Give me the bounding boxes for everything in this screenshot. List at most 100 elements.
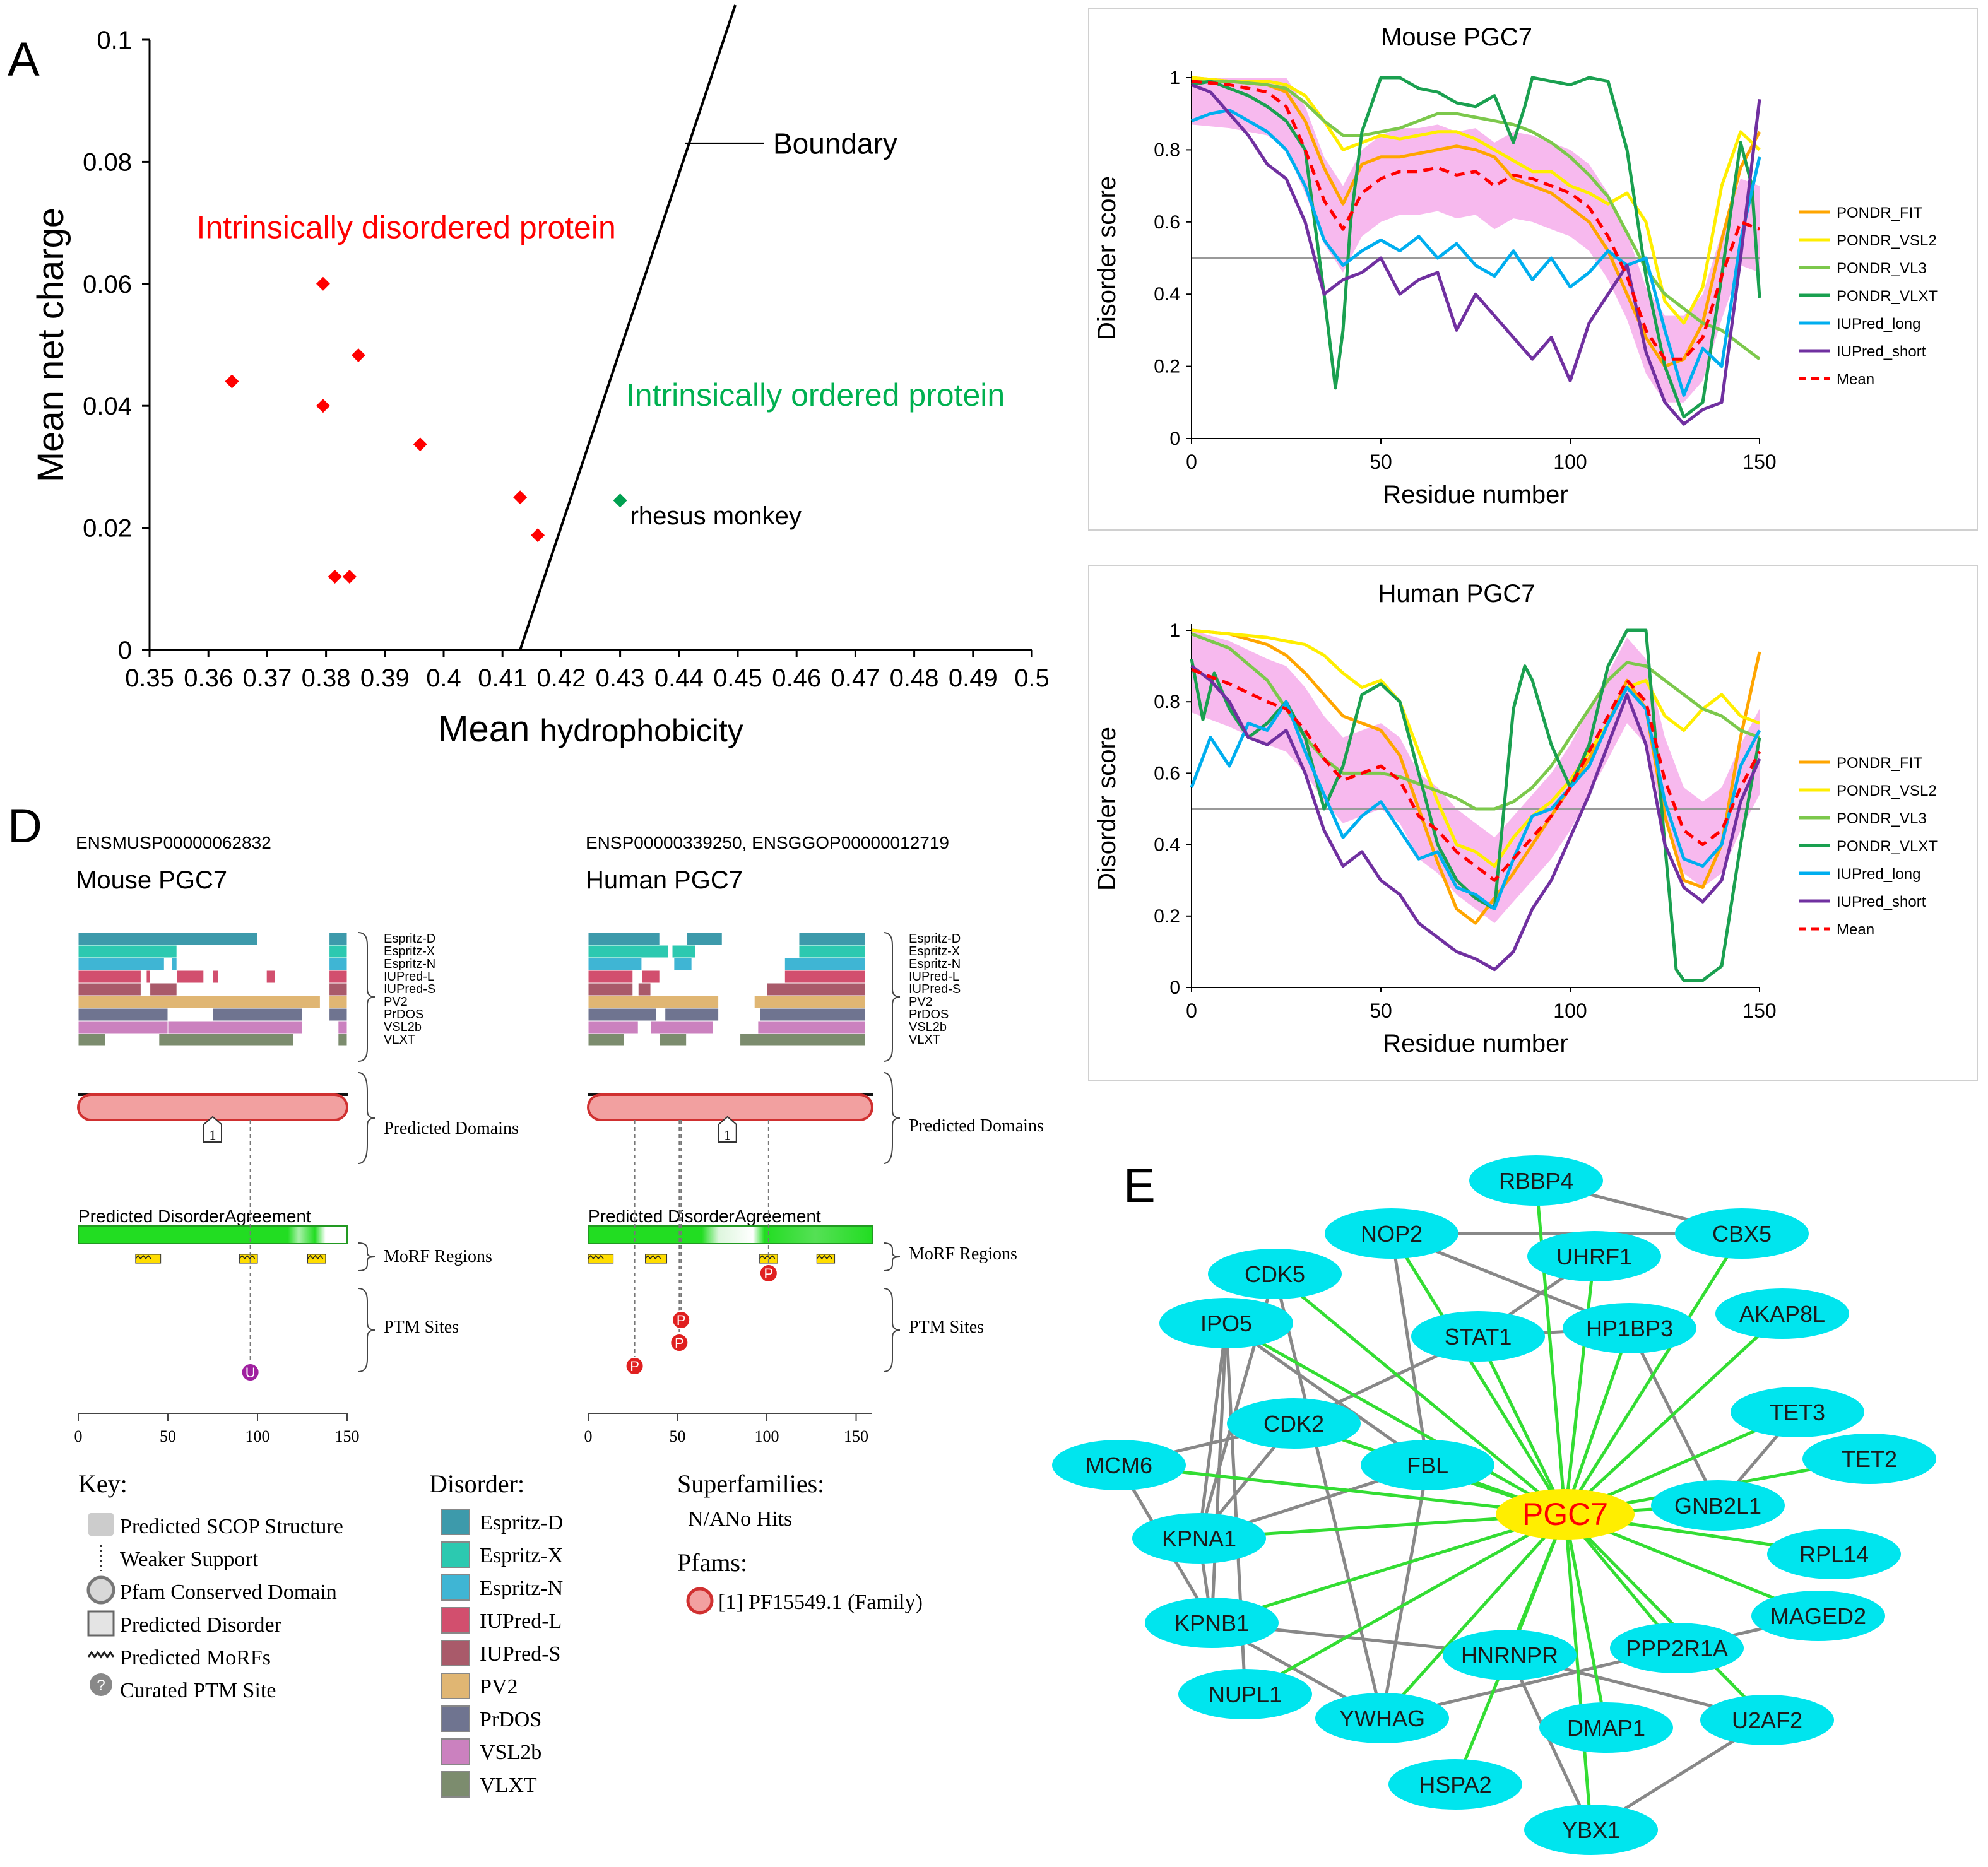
track-label: VLXT (909, 1033, 940, 1047)
disorder-track-bar (266, 970, 276, 984)
disorder-track-bar (171, 957, 177, 971)
ptm-label: P (764, 1266, 774, 1281)
pfams-value: [1] PF15549.1 (Family) (718, 1591, 923, 1614)
disorder-legend-label: PrDOS (480, 1708, 541, 1731)
network-edge-green (1563, 1328, 1631, 1515)
ptm-label: P (675, 1335, 684, 1351)
disorder-agreement-bar (588, 1225, 873, 1244)
network-edge-gray (1225, 1321, 1429, 1467)
morf-zigzag (644, 1254, 661, 1260)
y-axis-label: Mean net charge (30, 208, 71, 482)
track-label: Espritz-N (384, 957, 435, 971)
domain-tag (718, 1116, 737, 1143)
x-tick-label: 0.48 (890, 664, 939, 692)
track-label: IUPred-L (384, 970, 434, 984)
network-edge-green (1381, 1513, 1566, 1719)
network-node (1700, 1695, 1834, 1745)
disorder-track-bar (588, 1020, 639, 1034)
x-tick-label: 0.47 (831, 664, 880, 692)
ptm-label: P (677, 1312, 686, 1328)
network-node-label: U2AF2 (1732, 1707, 1802, 1733)
network-node-label: HSPA2 (1419, 1772, 1491, 1798)
network-node (1208, 1249, 1342, 1299)
disorder-track-bar (784, 970, 866, 984)
data-point (328, 569, 342, 584)
data-point (316, 399, 330, 413)
disorder-legend-swatch (441, 1509, 470, 1535)
y-tick-label: 0.4 (1154, 284, 1180, 305)
series-line-pondr_vl3 (1192, 80, 1761, 361)
domain-brace (358, 1072, 376, 1164)
ptm-brace (883, 1288, 901, 1372)
disorder-track-bar (588, 957, 642, 971)
protein-title: Human PGC7 (586, 866, 743, 894)
network-node-label: YBX1 (1562, 1817, 1620, 1843)
track-label: Espritz-X (909, 945, 960, 958)
y-tick-label: 0.02 (83, 515, 132, 543)
network-node-label: CBX5 (1712, 1221, 1772, 1247)
network-edge-gray (1210, 1322, 1228, 1623)
disorder-track-bar (754, 995, 866, 1009)
sd-band (1192, 78, 1760, 403)
y-tick-label: 0.2 (1154, 356, 1180, 377)
network-node-label: MAGED2 (1770, 1603, 1866, 1629)
network-node-label: DMAP1 (1567, 1715, 1645, 1741)
disorder-legend-label: Espritz-N (480, 1577, 563, 1600)
disorder-track-bar (212, 970, 219, 984)
network-edge-gray (1380, 1464, 1429, 1719)
track-label: Espritz-D (909, 932, 961, 946)
legend-label: PONDR_VSL2 (1837, 232, 1937, 249)
superfamilies-value: N/ANo Hits (688, 1507, 792, 1531)
network-edge-green (1225, 1321, 1566, 1516)
network-node (1610, 1623, 1744, 1673)
disorder-track-bar (329, 957, 348, 971)
y-tick-label: 0.06 (83, 271, 132, 298)
legend-label: Mean (1837, 921, 1874, 938)
y-tick-label: 0.08 (83, 148, 132, 176)
network-node (1159, 1298, 1293, 1348)
network-node (1469, 1155, 1603, 1206)
disorder-track-bar (329, 1008, 348, 1022)
track-label: Espritz-D (384, 932, 435, 946)
network-node-label: HNRNPR (1461, 1642, 1558, 1668)
network-node (1524, 1805, 1658, 1855)
key-swatch-pfam (86, 1575, 115, 1605)
y-tick-label: 0 (1169, 428, 1180, 449)
panel-letter-a: A (8, 33, 40, 86)
disorder-legend-label: PV2 (480, 1675, 518, 1699)
disorder-track-bar (78, 945, 177, 958)
section-label: MoRF Regions (909, 1244, 1017, 1264)
panel-b-mouse-disorder: 0 0.2 0.4 0.6 0.8 1 0 50 100 150 Residue number Dis… (1088, 8, 1978, 531)
network-center-node (1496, 1489, 1635, 1540)
panel-letter-d: D (8, 799, 42, 853)
x-tick-label: 50 (1370, 999, 1392, 1022)
disorder-track-bar (759, 1008, 866, 1022)
residue-tick-label: 100 (755, 1427, 779, 1446)
morf-zigzag (816, 1254, 832, 1260)
x-tick-label: 0.49 (949, 664, 998, 692)
x-tick-label: 0.37 (242, 664, 292, 692)
x-tick-label: 0.41 (478, 664, 527, 692)
disorder-track-bar (588, 1033, 625, 1047)
disorder-legend-swatch (441, 1771, 470, 1798)
disorder-track-bar (588, 995, 719, 1009)
ptm-site (240, 1363, 260, 1382)
y-tick-label: 0 (1169, 977, 1180, 998)
series-line-mean (1191, 668, 1761, 882)
series-line-pondr_fit (1191, 76, 1761, 368)
pfam-domain-bar (587, 1093, 873, 1121)
track-label: VSL2b (384, 1020, 422, 1034)
section-label: Predicted DisorderAgreement (78, 1206, 311, 1226)
network-edge-green (1390, 1232, 1567, 1516)
data-point (531, 528, 545, 543)
data-point (316, 276, 330, 291)
x-tick-label: 100 (1553, 999, 1587, 1022)
x-tick-label: 100 (1553, 451, 1587, 473)
network-node (1052, 1440, 1186, 1490)
network-node (1651, 1480, 1785, 1531)
disorder-track-bar (78, 1020, 169, 1034)
ptm-site (625, 1357, 644, 1375)
disorder-legend-title: Disorder: (429, 1469, 524, 1498)
disorder-agreement-bar (78, 1225, 348, 1244)
disorder-track-bar (329, 982, 348, 996)
